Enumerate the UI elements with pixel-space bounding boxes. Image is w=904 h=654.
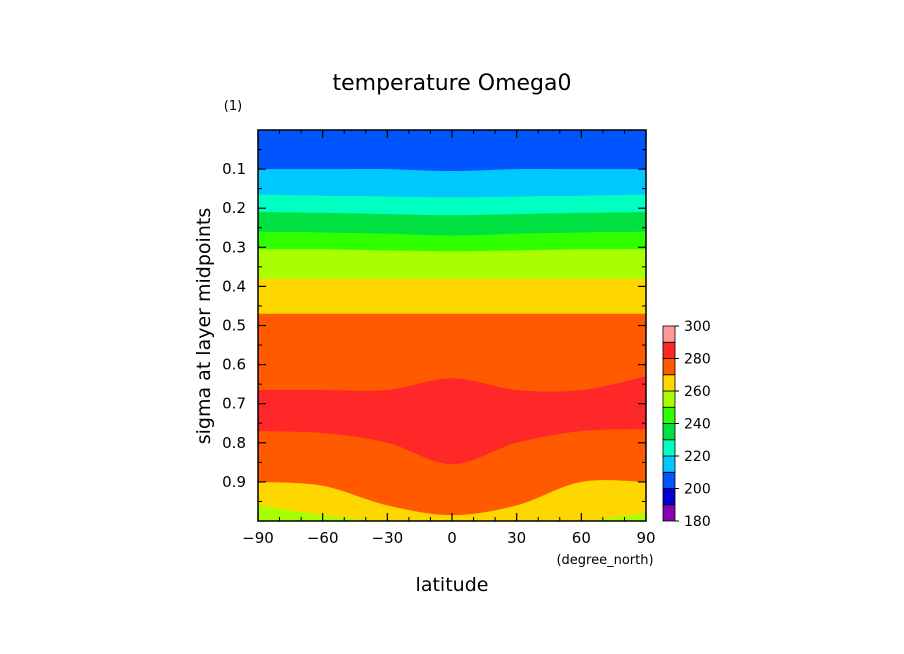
colorbar-swatch-240: [662, 406, 676, 424]
y-tick-label: 0.3: [222, 238, 246, 256]
contour-band-290: [258, 480, 646, 521]
colorbar-swatch-220: [662, 439, 676, 457]
colorbar-swatch-180: [662, 504, 676, 522]
colorbar-label: 220: [684, 449, 711, 465]
x-tick-label: 90: [636, 529, 655, 547]
colorbar: 180 200 220 240 260 280 300: [662, 319, 711, 530]
colorbar-label: 200: [684, 482, 711, 498]
colorbar-swatch-280: [662, 341, 676, 359]
y-tick-label: 0.7: [222, 395, 246, 413]
x-tick-label: 60: [572, 529, 591, 547]
x-tick-label: −60: [307, 529, 339, 547]
colorbar-swatch-260: [662, 374, 676, 392]
x-tick-label: −90: [242, 529, 274, 547]
y-tick-label: 0.9: [222, 473, 246, 491]
colorbar-swatch-200: [662, 471, 676, 489]
colorbar-swatch-190: [662, 488, 676, 506]
y-tick-label: 0.6: [222, 356, 246, 374]
y-axis-unit: (1): [224, 99, 242, 114]
x-tick-label: 30: [507, 529, 526, 547]
colorbar-label: 240: [684, 417, 711, 433]
colorbar-label: 180: [684, 514, 711, 530]
colorbar-swatch-230: [662, 423, 676, 441]
y-tick-label: 0.8: [222, 434, 246, 452]
y-axis-label: sigma at layer midpoints: [193, 208, 215, 444]
y-tick-label: 0.2: [222, 199, 246, 217]
y-tick-label: 0.1: [222, 160, 246, 178]
axes: −90 −60 −30 0 30 60 90 0.1 0.2 0.3 0.4 0.5 0.6 0.7 0.8…: [222, 129, 656, 547]
colorbar-swatch-210: [662, 455, 676, 473]
x-axis-label: latitude: [416, 574, 489, 596]
y-tick-label: 0.5: [222, 317, 246, 335]
contour-plot-area: [258, 130, 646, 522]
colorbar-swatch-270: [662, 358, 676, 376]
colorbar-label: 260: [684, 384, 711, 400]
x-tick-label: −30: [372, 529, 404, 547]
colorbar-swatch-290: [662, 325, 676, 343]
y-tick-label: 0.4: [222, 277, 246, 295]
colorbar-label: 300: [684, 319, 711, 335]
x-tick-label: 0: [447, 529, 457, 547]
colorbar-swatch-250: [662, 390, 676, 408]
x-axis-unit: (degree_north): [556, 553, 653, 568]
chart-title: temperature Omega0: [332, 71, 571, 96]
contour-band-300: [258, 505, 646, 522]
colorbar-label: 280: [684, 352, 711, 368]
